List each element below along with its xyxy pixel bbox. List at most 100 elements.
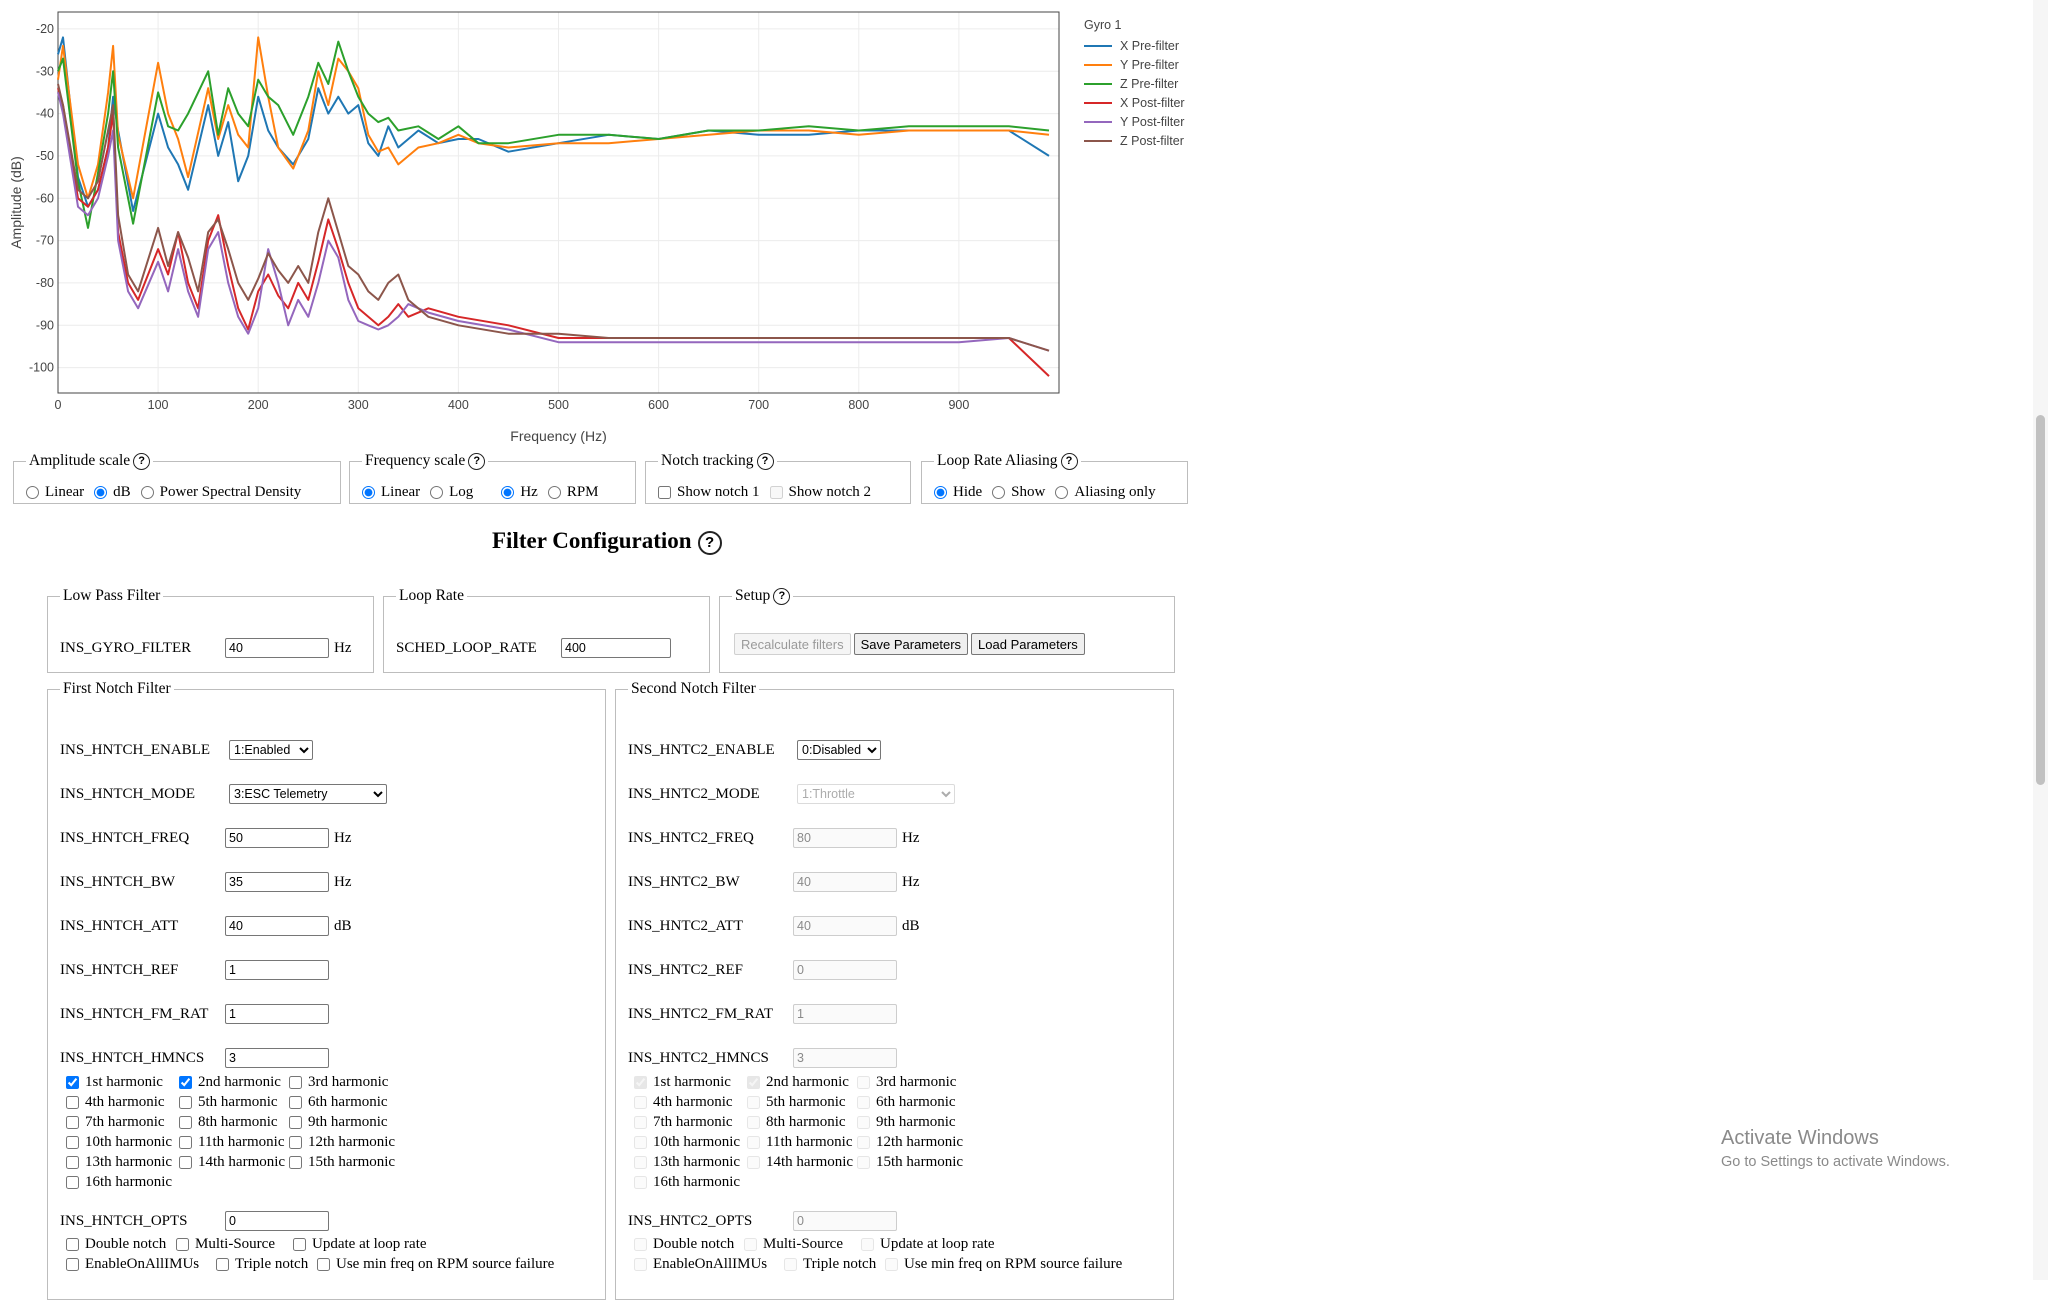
notch1-enable-select[interactable]: 1:Enabled (229, 740, 313, 760)
notch2-opt-use-min-freq-on-rpm-source-failure-checkbox[interactable] (885, 1257, 898, 1271)
notch1-harmonic-16-option[interactable]: 16th harmonic (66, 1172, 172, 1192)
scrollbar-thumb[interactable] (2036, 415, 2045, 785)
notch2-harmonic-10-checkbox[interactable] (634, 1135, 647, 1149)
sched-loop-rate-input[interactable] (561, 638, 671, 658)
notch2-harmonic-7-option[interactable]: 7th harmonic (634, 1112, 733, 1132)
notch2-harmonic-2-option[interactable]: 2nd harmonic (747, 1072, 849, 1092)
notch2-harmonic-3-checkbox[interactable] (857, 1075, 870, 1089)
notch1-harmonic-2-checkbox[interactable] (179, 1075, 192, 1089)
notch2-harmonic-4-checkbox[interactable] (634, 1095, 647, 1109)
notch1-harmonic-4-option[interactable]: 4th harmonic (66, 1092, 165, 1112)
notch1-harmonic-12-option[interactable]: 12th harmonic (289, 1132, 395, 1152)
notch2-opt-use-min-freq-on-rpm-source-failure-option[interactable]: Use min freq on RPM source failure (885, 1254, 1122, 1274)
notch1-harmonic-8-checkbox[interactable] (179, 1115, 192, 1129)
notch2-harmonic-3-option[interactable]: 3rd harmonic (857, 1072, 956, 1092)
notch2-bw-input[interactable] (793, 872, 897, 892)
legend-item[interactable]: X Pre-filter (1084, 36, 1185, 55)
notch1-harmonic-13-checkbox[interactable] (66, 1155, 79, 1169)
aliasing-show-option[interactable]: Show (992, 484, 1045, 501)
notch2-harmonic-1-checkbox[interactable] (634, 1075, 647, 1089)
show-notch-1-checkbox[interactable] (658, 486, 671, 499)
notch2-opt-multi-source-checkbox[interactable] (744, 1237, 757, 1251)
notch2-enable-select[interactable]: 0:Disabled (797, 740, 881, 760)
notch2-fm-rat-input[interactable] (793, 1004, 897, 1024)
legend-item[interactable]: Z Post-filter (1084, 131, 1185, 150)
help-icon[interactable]: ? (697, 530, 722, 555)
notch1-harmonic-2-option[interactable]: 2nd harmonic (179, 1072, 281, 1092)
show-notch-1-option[interactable]: Show notch 1 (658, 484, 760, 501)
help-icon[interactable]: ? (773, 587, 791, 605)
notch1-ref-input[interactable] (225, 960, 329, 980)
chart-plot-area[interactable]: 0 100 200 300 400 500 600 700 800 900 -20 -30 -40 -50… (0, 0, 1220, 445)
notch2-harmonic-13-checkbox[interactable] (634, 1155, 647, 1169)
notch2-harmonic-7-checkbox[interactable] (634, 1115, 647, 1129)
notch2-harmonic-14-option[interactable]: 14th harmonic (747, 1152, 853, 1172)
frequency-rpm-option[interactable]: RPM (547, 484, 599, 501)
notch1-opt-multi-source-option[interactable]: Multi-Source (176, 1234, 275, 1254)
notch1-bw-input[interactable] (225, 872, 329, 892)
frequency-hz-radio[interactable] (501, 486, 515, 499)
notch1-harmonic-11-option[interactable]: 11th harmonic (179, 1132, 285, 1152)
notch2-opt-triple-notch-option[interactable]: Triple notch (784, 1254, 876, 1274)
notch2-harmonic-1-option[interactable]: 1st harmonic (634, 1072, 731, 1092)
amplitude-psd-radio[interactable] (140, 486, 154, 499)
notch1-harmonic-3-checkbox[interactable] (289, 1075, 302, 1089)
legend-item[interactable]: X Post-filter (1084, 93, 1185, 112)
notch2-harmonic-6-option[interactable]: 6th harmonic (857, 1092, 956, 1112)
notch2-hmncs-input[interactable] (793, 1048, 897, 1068)
notch1-opt-enableonallimus-option[interactable]: EnableOnAllIMUs (66, 1254, 199, 1274)
notch2-harmonic-12-option[interactable]: 12th harmonic (857, 1132, 963, 1152)
notch1-harmonic-13-option[interactable]: 13th harmonic (66, 1152, 172, 1172)
notch2-harmonic-9-checkbox[interactable] (857, 1115, 870, 1129)
aliasing-show-radio[interactable] (992, 486, 1006, 499)
notch1-opt-double-notch-checkbox[interactable] (66, 1237, 79, 1251)
legend-item[interactable]: Y Pre-filter (1084, 55, 1185, 74)
notch1-mode-select[interactable]: 3:ESC Telemetry (229, 784, 387, 804)
recalculate-filters-button[interactable]: Recalculate filters (734, 633, 851, 655)
notch1-harmonic-6-option[interactable]: 6th harmonic (289, 1092, 388, 1112)
notch1-harmonic-1-checkbox[interactable] (66, 1075, 79, 1089)
notch1-harmonic-4-checkbox[interactable] (66, 1095, 79, 1109)
frequency-rpm-radio[interactable] (547, 486, 561, 499)
notch1-harmonic-9-checkbox[interactable] (289, 1115, 302, 1129)
notch2-harmonic-10-option[interactable]: 10th harmonic (634, 1132, 740, 1152)
notch1-opt-triple-notch-option[interactable]: Triple notch (216, 1254, 308, 1274)
notch2-harmonic-11-option[interactable]: 11th harmonic (747, 1132, 853, 1152)
legend-item[interactable]: Y Post-filter (1084, 112, 1185, 131)
notch1-harmonic-15-checkbox[interactable] (289, 1155, 302, 1169)
notch2-harmonic-12-checkbox[interactable] (857, 1135, 870, 1149)
aliasing-hide-radio[interactable] (934, 486, 947, 499)
notch1-harmonic-7-checkbox[interactable] (66, 1115, 79, 1129)
frequency-hz-option[interactable]: Hz (501, 484, 538, 501)
amplitude-linear-radio[interactable] (26, 486, 39, 499)
notch2-mode-select[interactable]: 1:Throttle (797, 784, 955, 804)
page-scrollbar[interactable] (2033, 0, 2048, 1280)
notch1-harmonic-16-checkbox[interactable] (66, 1175, 79, 1189)
legend-item[interactable]: Z Pre-filter (1084, 74, 1185, 93)
amplitude-db-radio[interactable] (94, 486, 108, 499)
notch1-harmonic-12-checkbox[interactable] (289, 1135, 302, 1149)
notch2-harmonic-9-option[interactable]: 9th harmonic (857, 1112, 956, 1132)
notch1-fm-rat-input[interactable] (225, 1004, 329, 1024)
notch1-harmonic-11-checkbox[interactable] (179, 1135, 192, 1149)
notch1-opt-use-min-freq-on-rpm-source-failure-option[interactable]: Use min freq on RPM source failure (317, 1254, 554, 1274)
notch1-opt-multi-source-checkbox[interactable] (176, 1237, 189, 1251)
amplitude-psd-option[interactable]: Power Spectral Density (140, 484, 301, 501)
notch2-harmonic-2-checkbox[interactable] (747, 1075, 760, 1089)
notch2-opts-input[interactable] (793, 1211, 897, 1231)
notch1-harmonic-10-checkbox[interactable] (66, 1135, 79, 1149)
help-icon[interactable]: ? (1060, 452, 1078, 470)
notch2-opt-update-at-loop-rate-option[interactable]: Update at loop rate (861, 1234, 995, 1254)
notch1-opt-use-min-freq-on-rpm-source-failure-checkbox[interactable] (317, 1257, 330, 1271)
show-notch-2-option[interactable]: Show notch 2 (769, 484, 871, 501)
frequency-linear-radio[interactable] (362, 486, 375, 499)
notch2-harmonic-13-option[interactable]: 13th harmonic (634, 1152, 740, 1172)
notch1-opt-update-at-loop-rate-checkbox[interactable] (293, 1237, 306, 1251)
show-notch-2-checkbox[interactable] (769, 486, 783, 499)
notch1-harmonic-9-option[interactable]: 9th harmonic (289, 1112, 388, 1132)
notch2-harmonic-16-option[interactable]: 16th harmonic (634, 1172, 740, 1192)
notch2-freq-input[interactable] (793, 828, 897, 848)
notch2-harmonic-11-checkbox[interactable] (747, 1135, 760, 1149)
gyro-filter-input[interactable] (225, 638, 329, 658)
help-icon[interactable]: ? (133, 452, 151, 470)
